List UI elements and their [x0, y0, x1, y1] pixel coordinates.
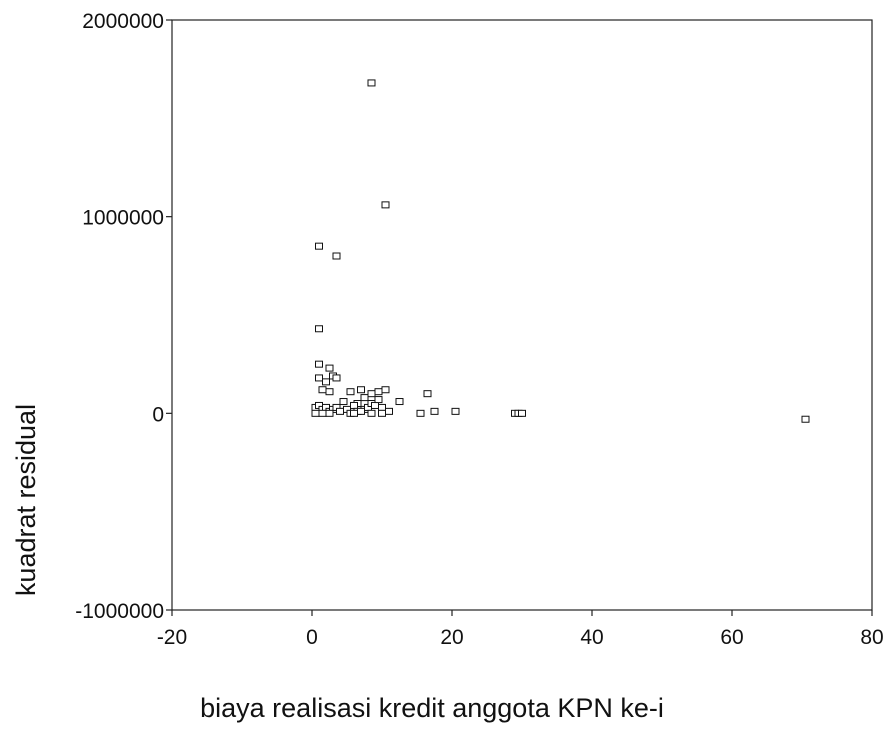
y-axis-title: kuadrat residual — [11, 404, 41, 596]
data-point — [350, 409, 358, 417]
data-point — [451, 407, 460, 415]
x-axis-title: biaya realisasi kredit anggota KPN ke-i — [200, 693, 664, 723]
data-point — [336, 407, 344, 415]
x-tick-label: 80 — [860, 626, 883, 649]
y-tick-label: 0 — [152, 403, 164, 426]
data-point — [325, 388, 334, 396]
x-tick-label: 60 — [720, 626, 743, 649]
data-point — [374, 396, 383, 404]
data-point — [322, 378, 330, 386]
data-point — [381, 201, 390, 209]
data-point — [385, 407, 393, 415]
data-point — [311, 409, 320, 417]
x-tick-label: 20 — [440, 626, 463, 649]
plot-area — [171, 19, 873, 611]
data-point — [801, 415, 810, 423]
data-point — [367, 390, 376, 398]
x-tick-label: -20 — [157, 626, 187, 649]
data-point — [350, 401, 358, 409]
data-point — [325, 364, 334, 372]
y-tick-label: 1000000 — [82, 207, 164, 230]
data-point — [518, 409, 526, 417]
x-tick-label: 0 — [306, 626, 318, 649]
data-point — [367, 79, 376, 87]
data-point — [357, 386, 365, 394]
data-point — [371, 401, 379, 409]
y-tick-label: 2000000 — [82, 10, 164, 33]
data-point — [332, 252, 341, 260]
data-point — [332, 374, 341, 382]
data-points — [311, 79, 810, 423]
data-point — [374, 388, 383, 396]
data-point — [381, 386, 390, 394]
data-point — [430, 407, 439, 415]
plot-frame — [171, 19, 873, 611]
data-point — [315, 242, 323, 250]
axis-ticks: -20 0 20 40 60 80 -1000000 0 1000000 2000000 — [75, 10, 883, 649]
data-point — [346, 388, 355, 396]
data-point — [423, 390, 432, 398]
data-point — [325, 409, 334, 417]
data-point — [318, 386, 327, 394]
data-point — [378, 409, 386, 417]
data-point — [315, 325, 323, 333]
data-point — [395, 398, 404, 406]
y-tick-label: -1000000 — [75, 600, 164, 623]
data-point — [315, 374, 323, 382]
data-point — [357, 407, 365, 415]
data-point — [367, 409, 376, 417]
x-tick-label: 40 — [580, 626, 603, 649]
data-point — [315, 360, 323, 368]
data-point — [416, 409, 425, 417]
data-point — [360, 394, 369, 402]
data-point — [318, 409, 327, 417]
data-point — [339, 398, 348, 406]
data-point — [378, 403, 386, 411]
